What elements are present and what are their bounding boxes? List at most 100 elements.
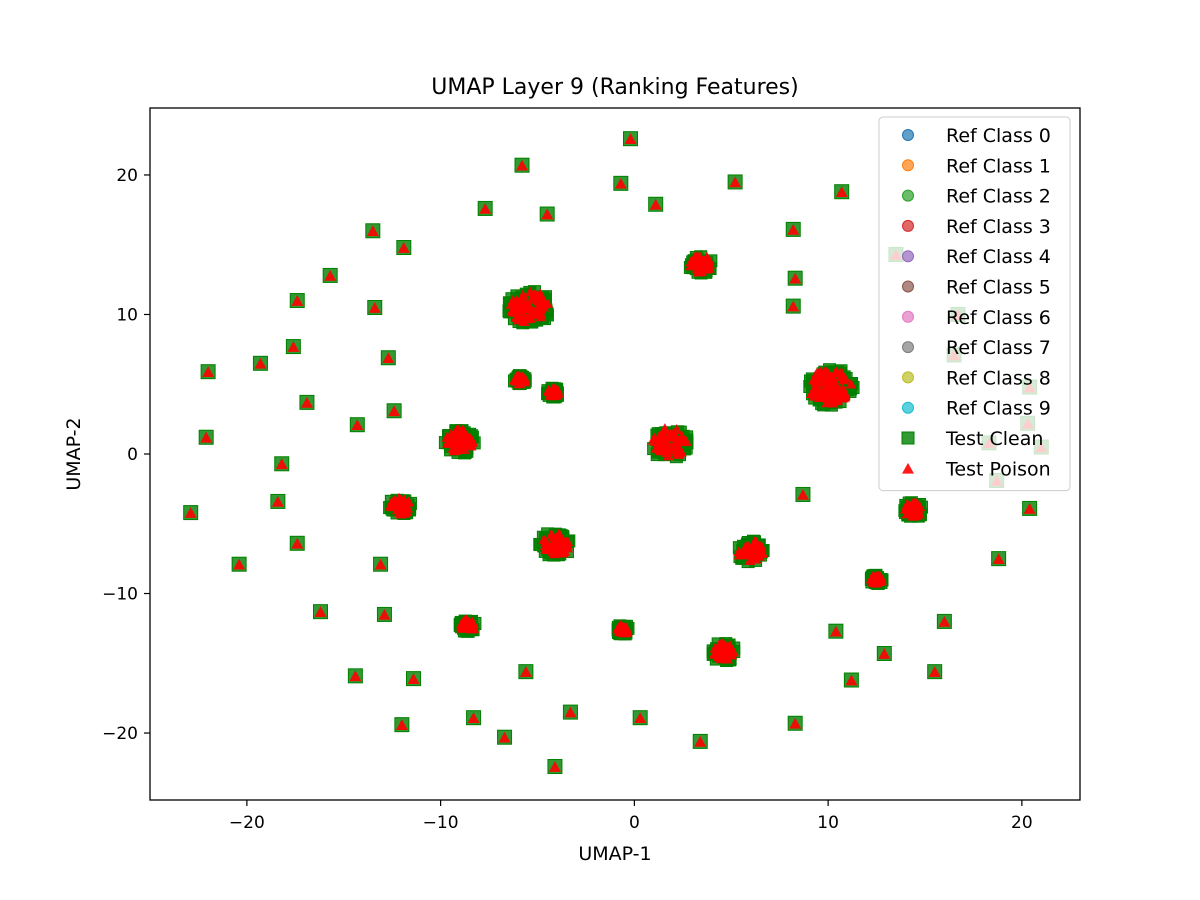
test-poison-point: [378, 608, 391, 620]
test-poison-point: [562, 542, 574, 553]
test-poison-point: [291, 295, 304, 306]
test-poison-point: [1023, 502, 1036, 514]
legend-marker: [902, 371, 914, 384]
chart-title: UMAP Layer 9 (Ranking Features): [431, 75, 798, 100]
test-poison-point: [184, 507, 197, 518]
legend-marker: [902, 280, 914, 293]
x-axis: −20 −10 0 10 20: [229, 800, 1033, 833]
test-poison-point: [687, 259, 699, 269]
test-poison-point: [300, 396, 313, 408]
test-poison-point: [450, 425, 462, 436]
test-poison-point: [822, 387, 834, 398]
test-poison-point: [756, 546, 768, 557]
legend-label: Ref Class 9: [946, 398, 1051, 420]
test-poison-point: [729, 176, 742, 188]
legend-label: Ref Class 5: [946, 277, 1051, 299]
test-poison-point: [460, 430, 472, 441]
test-poison-point: [562, 536, 574, 546]
x-tick-label: −20: [229, 813, 265, 833]
x-tick-label: −10: [423, 813, 459, 833]
test-poison-point: [724, 639, 736, 650]
test-poison-point: [524, 286, 536, 297]
test-poison-point: [407, 673, 420, 684]
test-poison-point: [542, 297, 554, 308]
test-poison-point: [391, 504, 403, 515]
test-poison-point: [835, 186, 848, 198]
test-poison-point: [813, 376, 825, 387]
test-poison-point: [827, 377, 839, 388]
legend-label: Test Clean: [945, 428, 1043, 450]
test-poison-point: [324, 269, 337, 281]
test-poison-point: [829, 625, 842, 637]
legend-marker: [901, 431, 915, 445]
legend-label: Ref Class 7: [946, 337, 1051, 359]
test-poison-point: [835, 371, 847, 382]
test-poison-point: [540, 536, 552, 547]
test-poison-point: [548, 761, 561, 772]
test-poison-point: [712, 650, 724, 661]
test-poison-point: [526, 293, 538, 304]
test-poison-point: [506, 305, 518, 316]
test-poison-point: [694, 735, 707, 747]
test-poison-point: [789, 717, 802, 729]
test-poison-point: [829, 367, 841, 378]
test-poison-point: [202, 366, 215, 378]
test-poison-point: [479, 202, 492, 214]
test-poison-series: [184, 133, 1048, 772]
x-tick-label: 10: [817, 813, 839, 833]
test-poison-point: [634, 712, 647, 724]
test-poison-point: [660, 435, 672, 446]
test-poison-point: [395, 719, 408, 730]
y-axis-label: UMAP-2: [63, 417, 85, 490]
y-tick-label: 20: [116, 166, 138, 186]
x-tick-label: 0: [629, 813, 640, 833]
test-poison-point: [670, 431, 682, 442]
test-poison-point: [385, 501, 397, 512]
test-poison-point: [467, 437, 479, 447]
legend-label: Ref Class 2: [946, 186, 1051, 208]
test-poison-point: [928, 666, 941, 677]
test-poison-point: [441, 431, 453, 442]
test-poison-point: [671, 445, 683, 456]
test-poison-point: [450, 433, 462, 444]
test-poison-point: [368, 302, 381, 313]
test-poison-point: [911, 507, 923, 518]
test-poison-point: [466, 617, 478, 628]
test-poison-point: [516, 305, 528, 316]
test-poison-point: [725, 647, 737, 658]
test-poison-point: [845, 674, 858, 686]
test-poison-point: [535, 308, 547, 319]
test-poison-point: [457, 441, 469, 452]
test-poison-point: [836, 382, 848, 393]
legend-label: Ref Class 8: [946, 367, 1051, 389]
test-poison-point: [733, 549, 745, 560]
test-poison-point: [615, 623, 627, 634]
test-poison-point: [845, 378, 857, 389]
test-poison-point: [911, 497, 923, 508]
plot-area: [183, 131, 1049, 775]
test-poison-point: [448, 445, 460, 456]
test-poison-point: [659, 423, 671, 434]
legend-label: Test Poison: [945, 458, 1051, 480]
legend-marker: [902, 219, 914, 232]
test-poison-point: [551, 386, 563, 397]
test-poison-point: [624, 133, 637, 145]
test-poison-point: [463, 622, 475, 633]
test-poison-point: [659, 442, 671, 453]
test-poison-point: [870, 574, 882, 585]
test-poison-point: [541, 208, 554, 220]
test-poison-point: [397, 242, 410, 253]
test-poison-point: [741, 544, 753, 555]
legend-label: Ref Class 6: [946, 307, 1051, 329]
test-poison-point: [549, 548, 561, 559]
test-poison-point: [806, 388, 818, 399]
legend-label: Ref Class 1: [946, 155, 1051, 177]
test-poison-point: [349, 670, 362, 682]
test-poison-point: [647, 434, 659, 445]
test-poison-point: [787, 223, 800, 235]
test-poison-point: [821, 397, 833, 408]
test-poison-point: [536, 293, 548, 304]
test-poison-point: [514, 294, 526, 305]
